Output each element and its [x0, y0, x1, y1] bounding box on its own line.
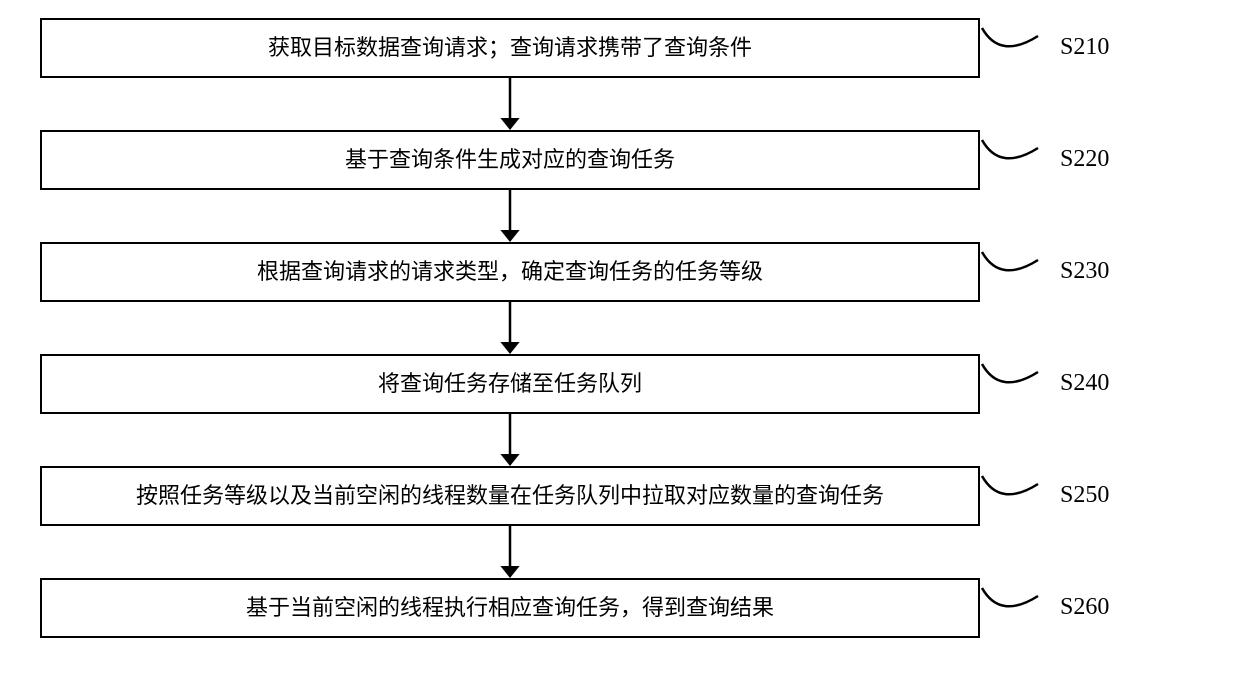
flow-step: 基于当前空闲的线程执行相应查询任务，得到查询结果 S260 — [40, 578, 1200, 638]
flow-step-label-wrap: S240 — [980, 356, 1180, 412]
flow-arrow — [40, 414, 980, 466]
flow-step-box: 基于当前空闲的线程执行相应查询任务，得到查询结果 — [40, 578, 980, 638]
flow-step: 基于查询条件生成对应的查询任务 S220 — [40, 130, 1200, 190]
flow-step-box: 根据查询请求的请求类型，确定查询任务的任务等级 — [40, 242, 980, 302]
flow-step-box: 按照任务等级以及当前空闲的线程数量在任务队列中拉取对应数量的查询任务 — [40, 466, 980, 526]
flow-step-box: 基于查询条件生成对应的查询任务 — [40, 130, 980, 190]
flow-step-label-wrap: S230 — [980, 244, 1180, 300]
flow-arrow — [40, 190, 980, 242]
flow-step-label: S250 — [1060, 482, 1109, 509]
flow-step-label-wrap: S210 — [980, 20, 1180, 76]
flow-step: 将查询任务存储至任务队列 S240 — [40, 354, 1200, 414]
flow-step-label-wrap: S220 — [980, 132, 1180, 188]
flow-step-label: S230 — [1060, 258, 1109, 285]
flow-step: 根据查询请求的请求类型，确定查询任务的任务等级 S230 — [40, 242, 1200, 302]
flow-step-box: 获取目标数据查询请求；查询请求携带了查询条件 — [40, 18, 980, 78]
flow-step-label: S220 — [1060, 146, 1109, 173]
flow-step-label-wrap: S250 — [980, 468, 1180, 524]
flow-arrow — [40, 78, 980, 130]
flow-step: 按照任务等级以及当前空闲的线程数量在任务队列中拉取对应数量的查询任务 S250 — [40, 466, 1200, 526]
flow-step-label-wrap: S260 — [980, 580, 1180, 636]
flow-arrow — [40, 526, 980, 578]
flowchart-container: 获取目标数据查询请求；查询请求携带了查询条件 S210 基于查询条件生成对应的查询任… — [40, 18, 1200, 638]
flow-step-label: S260 — [1060, 594, 1109, 621]
flow-step-label: S240 — [1060, 370, 1109, 397]
flow-step-box: 将查询任务存储至任务队列 — [40, 354, 980, 414]
flow-step: 获取目标数据查询请求；查询请求携带了查询条件 S210 — [40, 18, 1200, 78]
flow-arrow — [40, 302, 980, 354]
flow-step-label: S210 — [1060, 34, 1109, 61]
